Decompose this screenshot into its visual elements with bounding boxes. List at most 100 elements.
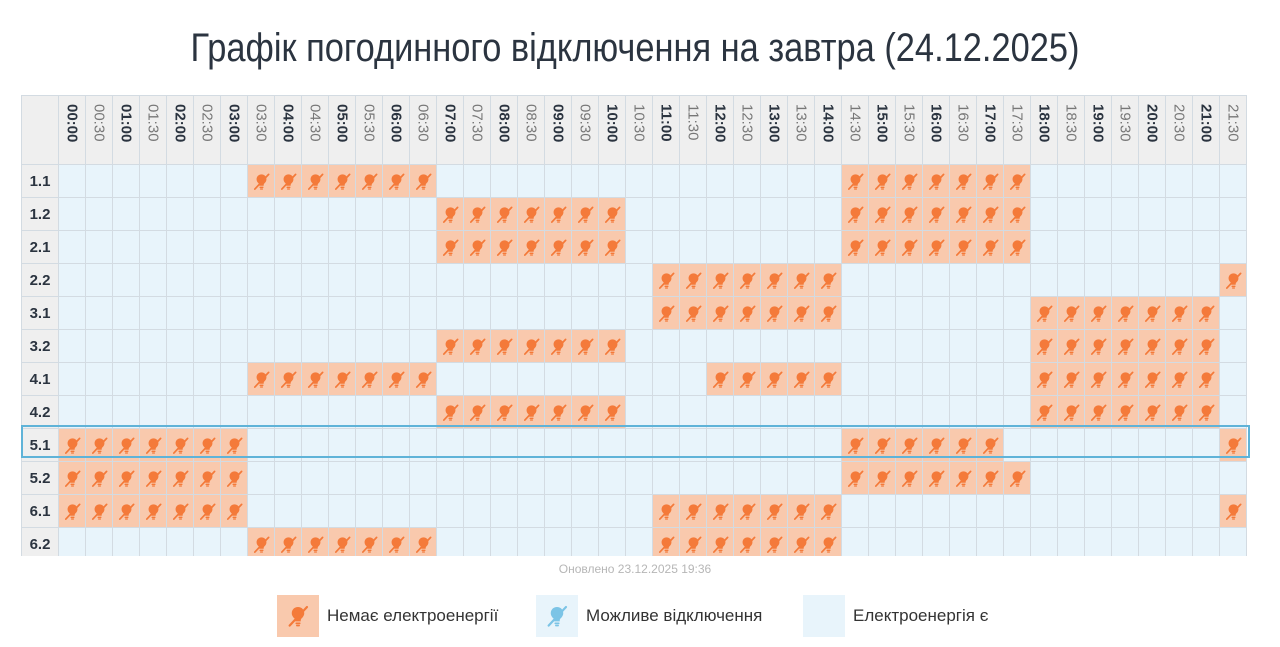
no-power-icon — [226, 503, 242, 520]
outage-cell — [868, 164, 896, 198]
no-power-icon — [1009, 173, 1025, 190]
outage-cell — [247, 527, 275, 556]
outage-cell — [166, 428, 194, 462]
power-on-cell — [1057, 263, 1085, 297]
no-power-icon — [712, 503, 728, 520]
no-power-icon — [847, 437, 863, 454]
no-power-icon — [496, 239, 512, 256]
power-on-cell — [1165, 164, 1193, 198]
outage-cell — [1111, 395, 1139, 429]
outage-cell — [544, 197, 572, 231]
group-row-4-1[interactable]: 4.1 — [21, 362, 1247, 396]
power-on-cell — [733, 164, 761, 198]
power-on-cell — [220, 164, 248, 198]
power-on-cell — [625, 362, 653, 396]
power-on-cell — [517, 164, 545, 198]
no-power-icon — [1117, 338, 1133, 355]
power-on-cell — [58, 263, 86, 297]
power-on-cell — [544, 362, 572, 396]
outage-cell — [814, 362, 842, 396]
no-power-icon — [145, 437, 161, 454]
group-row-1-2[interactable]: 1.2 — [21, 197, 1247, 231]
power-on-cell — [760, 461, 788, 495]
power-on-cell — [787, 329, 815, 363]
group-row-5-2[interactable]: 5.2 — [21, 461, 1247, 495]
no-power-icon — [793, 503, 809, 520]
time-column-header: 00:00 — [58, 95, 86, 165]
no-power-icon — [1117, 305, 1133, 322]
time-label: 08:00 — [495, 104, 513, 143]
outage-cell — [274, 362, 302, 396]
no-power-icon — [739, 536, 755, 553]
power-on-cell — [328, 395, 356, 429]
no-power-icon — [604, 404, 620, 421]
group-row-4-2[interactable]: 4.2 — [21, 395, 1247, 429]
outage-cell — [1030, 362, 1058, 396]
group-row-3-2[interactable]: 3.2 — [21, 329, 1247, 363]
time-label: 18:30 — [1062, 104, 1080, 142]
possible-outage-icon — [536, 595, 578, 637]
power-on-cell — [1165, 494, 1193, 528]
power-on-cell — [85, 329, 113, 363]
outage-cell — [1138, 362, 1166, 396]
time-label: 21:30 — [1224, 104, 1242, 142]
power-on-cell — [247, 494, 275, 528]
power-on-cell — [85, 230, 113, 264]
group-row-6-2[interactable]: 6.2 — [21, 527, 1247, 556]
power-on-cell — [598, 164, 626, 198]
power-on-cell — [1003, 494, 1031, 528]
power-on-cell — [301, 329, 329, 363]
no-power-icon — [604, 206, 620, 223]
outage-cell — [193, 428, 221, 462]
power-on-cell — [1003, 263, 1031, 297]
time-label: 03:00 — [225, 104, 243, 143]
time-label: 21:00 — [1197, 104, 1215, 143]
outage-cell — [841, 164, 869, 198]
power-on-cell — [1030, 164, 1058, 198]
group-row-1-1[interactable]: 1.1 — [21, 164, 1247, 198]
power-on-cell — [382, 395, 410, 429]
power-on-cell — [1138, 263, 1166, 297]
power-on-cell — [706, 230, 734, 264]
power-on-cell — [58, 164, 86, 198]
time-column-header: 17:00 — [976, 95, 1004, 165]
time-label: 11:30 — [684, 104, 702, 141]
outage-cell — [733, 494, 761, 528]
outage-cell — [544, 329, 572, 363]
power-on-cell — [382, 263, 410, 297]
no-power-icon — [1171, 371, 1187, 388]
chart-title: Графік погодинного відключення на завтра… — [190, 26, 1080, 70]
no-power-icon — [361, 173, 377, 190]
outage-cell — [355, 527, 383, 556]
group-row-2-1[interactable]: 2.1 — [21, 230, 1247, 264]
power-on-cell — [328, 230, 356, 264]
outage-cell — [976, 230, 1004, 264]
outage-cell — [1057, 329, 1085, 363]
outage-cell — [679, 527, 707, 556]
group-row-2-2[interactable]: 2.2 — [21, 263, 1247, 297]
power-on-cell — [301, 494, 329, 528]
outage-cell — [814, 494, 842, 528]
group-row-6-1[interactable]: 6.1 — [21, 494, 1247, 528]
no-power-icon — [1144, 338, 1160, 355]
no-power-icon — [712, 305, 728, 322]
time-column-header: 11:30 — [679, 95, 707, 165]
power-on-cell — [1165, 527, 1193, 556]
outage-cell — [463, 197, 491, 231]
time-column-header: 20:30 — [1165, 95, 1193, 165]
time-label: 11:00 — [657, 104, 675, 142]
outage-cell — [112, 494, 140, 528]
no-power-icon — [1117, 404, 1133, 421]
outage-cell — [112, 461, 140, 495]
power-on-cell — [571, 428, 599, 462]
no-power-icon — [901, 239, 917, 256]
power-on-cell — [544, 527, 572, 556]
group-row-5-1[interactable]: 5.1 — [21, 428, 1247, 462]
time-label: 19:30 — [1116, 104, 1134, 142]
outage-cell — [1111, 296, 1139, 330]
power-on-cell — [949, 329, 977, 363]
power-on-cell — [463, 164, 491, 198]
power-on-cell — [355, 263, 383, 297]
time-column-header: 21:00 — [1192, 95, 1220, 165]
group-row-3-1[interactable]: 3.1 — [21, 296, 1247, 330]
